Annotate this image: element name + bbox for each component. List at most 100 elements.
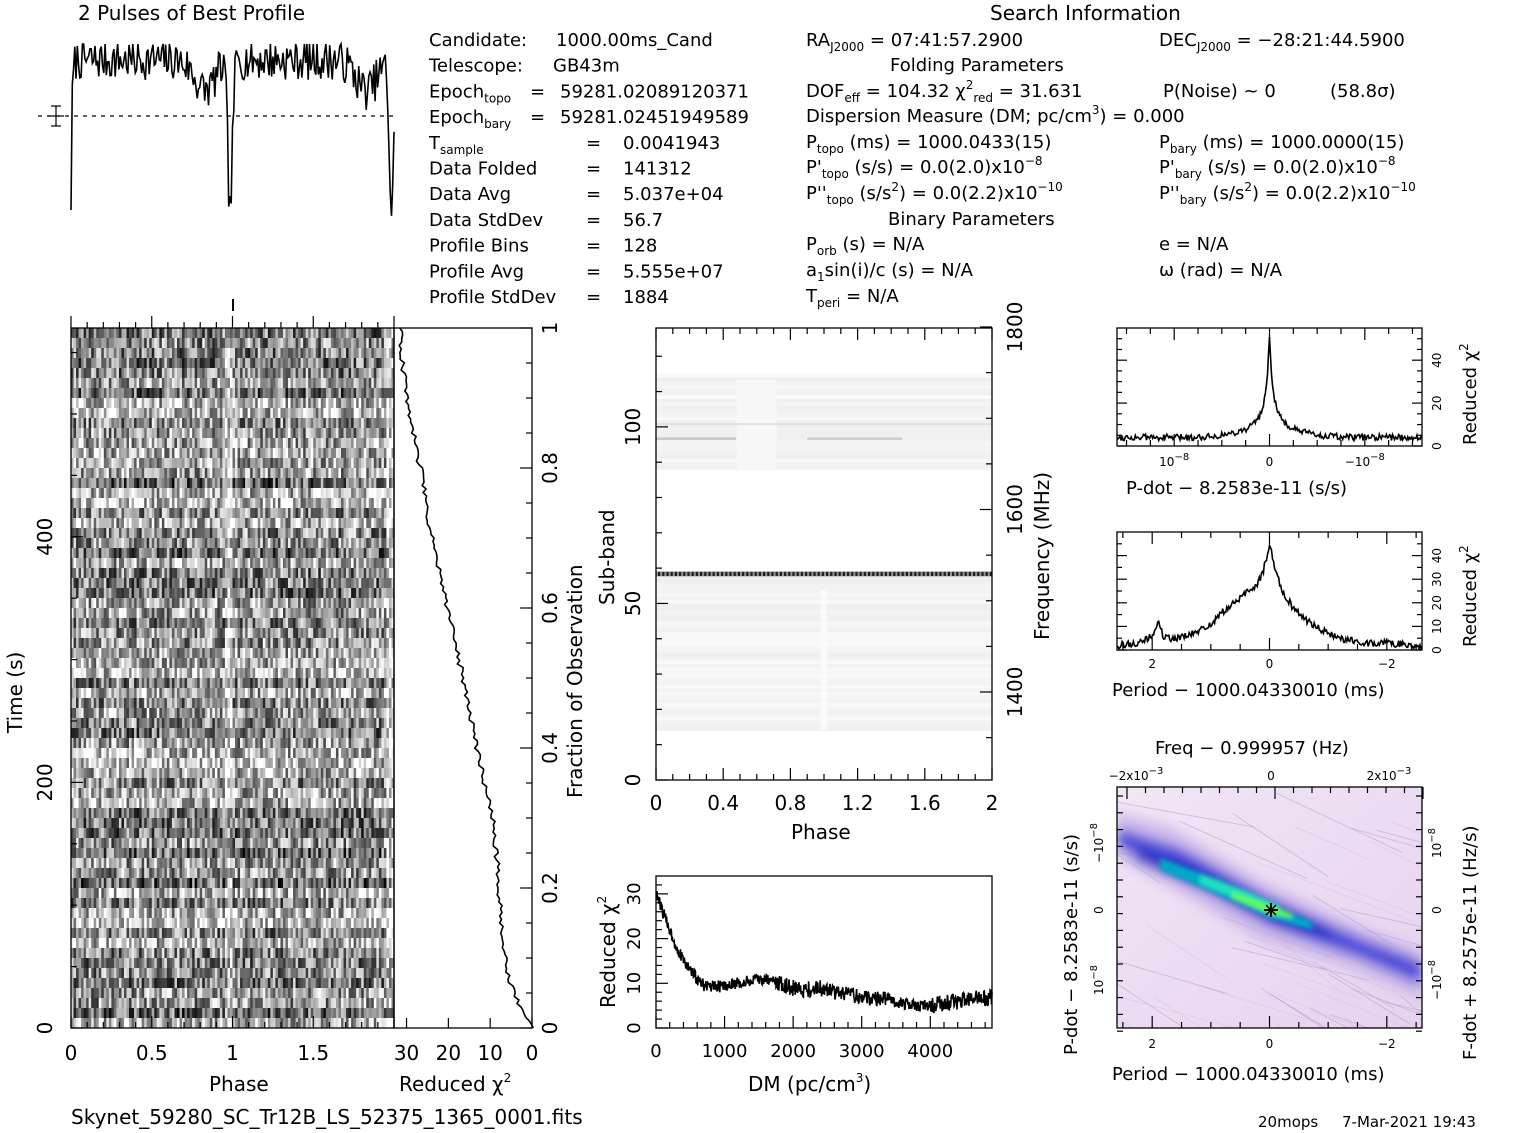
fraction-chi2-xtick: 10 — [477, 1041, 502, 1065]
omega-line: ω (rad) = N/A — [1159, 260, 1283, 281]
subband-phase-panel: 0 0.4 0.8 1.2 1.6 2 0 50 100 1400 1600 1800 Phase S… — [595, 302, 1054, 844]
dm-chi2-xtick: 2000 — [770, 1041, 816, 1062]
pd-topo-value: 0.0(2.0)x10 — [920, 157, 1025, 178]
dm-chi2-xtick: 1000 — [702, 1041, 748, 1062]
footer-host: 20mops — [1258, 1113, 1318, 1131]
fraction-chi2-ytick: 0 — [538, 1022, 562, 1035]
subband-heatmap — [656, 373, 992, 731]
subband-y2tick: 1400 — [1003, 667, 1027, 718]
pdot-chi2-xtick: 0 — [1266, 455, 1274, 469]
candidate-info-value: 5.555e+07 — [623, 261, 724, 282]
sigma-value: (58.8σ) — [1330, 81, 1396, 102]
p-topo-value: 1000.0433(15) — [917, 132, 1051, 153]
candidate-info-block: Candidate: 1000.00ms_Cand Telescope: GB43m E… — [428, 30, 749, 308]
folding-params-title: Folding Parameters — [890, 55, 1064, 76]
candidate-info-key: Profile StdDev — [429, 287, 557, 308]
period-pdot-xtick: 2 — [1148, 1037, 1156, 1051]
subband-xtick: 0.4 — [707, 791, 739, 815]
fraction-chi2-ytick: 0.4 — [538, 732, 562, 764]
period-pdot-y2tick: −10−8 — [1427, 960, 1444, 1000]
pdot-chi2-ytick: 40 — [1430, 353, 1444, 368]
e-value: N/A — [1197, 234, 1230, 255]
p-orb-line: Porb (s) = N/A — [806, 234, 925, 258]
period-chi2-xtick: 0 — [1266, 657, 1274, 671]
ra-label: RAJ2000 = 07:41:57.2900 — [806, 30, 1023, 54]
t-peri-value: N/A — [867, 286, 900, 307]
candidate-info-key: Data Folded — [429, 159, 537, 180]
p-noise: P(Noise) ~ 0 — [1163, 81, 1276, 102]
footer-date: 7-Mar-2021 19:43 — [1342, 1113, 1476, 1131]
candidate-info-value: 1000.00ms_Cand — [556, 30, 713, 51]
period-chi2-curve — [1116, 543, 1423, 652]
dm-chi2-xtick: 0 — [650, 1041, 661, 1062]
period-chi2-xtick: 2 — [1148, 657, 1156, 671]
period-pdot-x2tick: 2x10−3 — [1367, 766, 1412, 783]
pdot-chi2-xlabel: P-dot − 8.2583e-11 (s/s) — [1126, 478, 1347, 499]
a1sini-value: N/A — [941, 260, 974, 281]
p-bary-value: 1000.0000(15) — [1270, 132, 1404, 153]
candidate-info-eq: = — [586, 133, 601, 154]
dec-label: DECJ2000 = −28:21:44.5900 — [1159, 30, 1405, 54]
pdot-chi2-xtick: 10−8 — [1159, 452, 1189, 469]
ra-value: 07:41:57.2900 — [891, 30, 1023, 51]
fraction-chi2-xtick: 30 — [394, 1041, 419, 1065]
dm-chi2-xlabel: DM (pc/cm3) — [748, 1071, 871, 1096]
period-pdot-xtick: −2 — [1378, 1037, 1396, 1051]
subband-xtick: 0.8 — [774, 791, 806, 815]
fraction-chi2-xtick: 20 — [436, 1041, 461, 1065]
p-bary-line: Pbary (ms) = 1000.0000(15) — [1159, 132, 1404, 156]
dm-line: Dispersion Measure (DM; pc/cm3) = 0.000 — [806, 103, 1185, 127]
pdd-topo-line: P''topo (s/s2) = 0.0(2.2)x10−10 — [806, 180, 1063, 207]
dec-value: −28:21:44.5900 — [1257, 30, 1404, 51]
dm-label: Dispersion Measure (DM; pc/cm — [806, 106, 1092, 127]
period-chi2-xlabel: Period − 1000.04330010 (ms) — [1112, 680, 1384, 701]
subband-ytick: 100 — [621, 408, 645, 446]
peak-marker-icon — [1264, 903, 1278, 917]
subband-y2label: Frequency (MHz) — [1030, 472, 1054, 640]
pdd-topo-value: 0.0(2.2)x10 — [933, 183, 1038, 204]
fraction-chi2-xtick: 0 — [526, 1041, 539, 1065]
filename-label: Skynet_59280_SC_Tr12B_LS_52375_1365_0001… — [71, 1105, 583, 1129]
candidate-info-value: 0.0041943 — [623, 133, 720, 154]
time-phase-heatmap — [71, 328, 395, 1029]
time-phase-ylabel: Time (s) — [3, 652, 27, 734]
dof-value: 104.32 — [887, 81, 950, 102]
candidate-info-key: Data StdDev — [429, 210, 544, 231]
period-chi2-xtick: −2 — [1378, 657, 1396, 671]
subband-y2tick: 1800 — [1003, 302, 1027, 353]
period-chi2-ytick: 30 — [1430, 572, 1444, 587]
e-line: e = N/A — [1159, 234, 1229, 255]
candidate-info-value: GB43m — [553, 56, 620, 77]
t-peri-line: Tperi = N/A — [805, 286, 899, 310]
pdot-chi2-curve — [1116, 336, 1423, 443]
subband-ytick: 50 — [621, 591, 645, 616]
binary-params-title: Binary Parameters — [888, 209, 1055, 230]
subband-y2tick: 1600 — [1003, 484, 1027, 535]
fraction-chi2-panel: 30 20 10 0 0 0.2 0.4 0.6 0.8 1 Reduced χ2 Fractio… — [393, 322, 587, 1096]
candidate-info-eq: = — [530, 107, 545, 128]
candidate-info-eq: = — [530, 81, 545, 102]
period-pdot-panel: 2 0 −2 −2x10−3 0 2x10−3 10−8 0 −10−8 −10−8 0 10−8 F… — [1061, 738, 1481, 1085]
time-phase-xtick: 0.5 — [136, 1041, 168, 1065]
period-pdot-ytick: 0 — [1092, 906, 1106, 914]
pdot-chi2-ytick: 0 — [1430, 442, 1444, 450]
dm-chi2-frame — [655, 875, 993, 1029]
candidate-info-value: 128 — [623, 236, 657, 257]
time-phase-panel: 0 0.5 1 1.5 0 200 400 Phase Time (s) — [3, 316, 395, 1096]
candidate-info-key: Profile Bins — [429, 236, 529, 257]
candidate-info-value: 56.7 — [623, 210, 663, 231]
period-pdot-x2tick: 0 — [1267, 769, 1275, 783]
candidate-info-key: Data Avg — [429, 184, 511, 205]
fraction-chi2-ylabel: Fraction of Observation — [563, 564, 587, 798]
fraction-chi2-ytick: 0.8 — [538, 452, 562, 484]
dm-chi2-ytick: 0 — [624, 1022, 645, 1033]
period-chi2-ytick: 0 — [1430, 646, 1444, 654]
period-pdot-ytick: 10−8 — [1089, 965, 1106, 995]
candidate-info-key: Tsample — [428, 133, 484, 157]
period-pdot-xtick: 0 — [1266, 1037, 1274, 1051]
candidate-info-value: 5.037e+04 — [623, 184, 724, 205]
fraction-chi2-ytick: 0.2 — [538, 872, 562, 904]
candidate-info-key: Candidate: — [429, 30, 527, 51]
